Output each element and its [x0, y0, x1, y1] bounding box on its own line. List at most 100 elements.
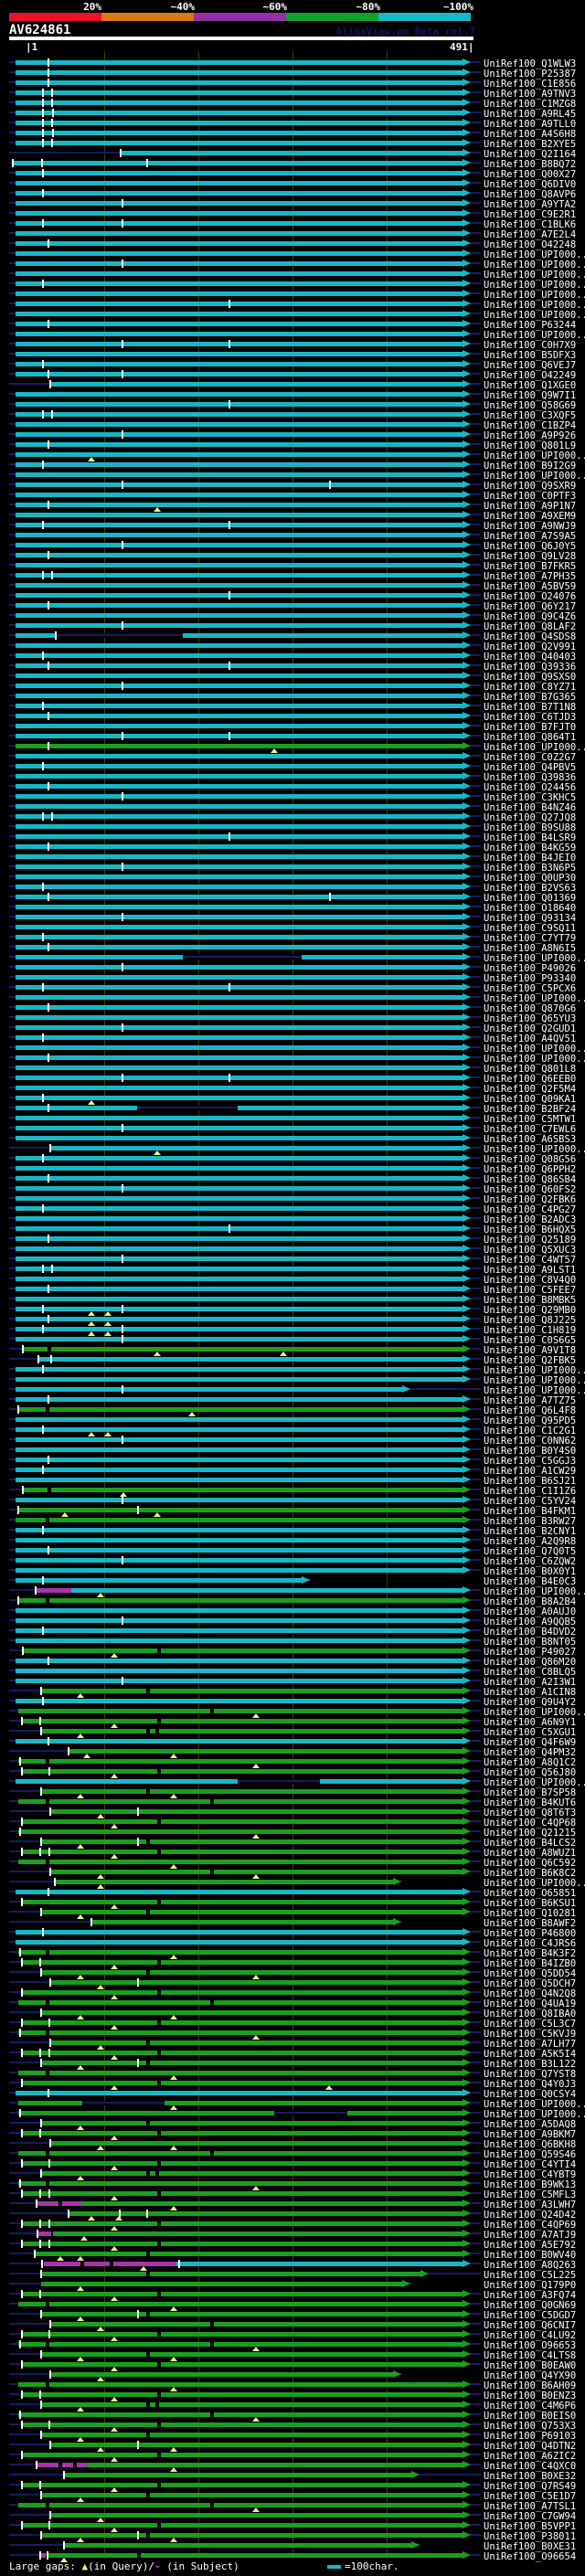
- alignment-bar[interactable]: [50, 2443, 463, 2447]
- alignment-bar[interactable]: [41, 2493, 463, 2497]
- row-label[interactable]: UniRef100_B4LCS2: [484, 1838, 577, 1849]
- alignment-bar[interactable]: [16, 171, 463, 175]
- row-label[interactable]: UniRef100_B4E0C3: [484, 1576, 577, 1587]
- alignment-bar[interactable]: [16, 925, 463, 929]
- alignment-bar[interactable]: [16, 603, 463, 608]
- alignment-bar[interactable]: [37, 1588, 463, 1593]
- alignment-bar[interactable]: [41, 2282, 402, 2286]
- alignment-bar[interactable]: [16, 191, 463, 196]
- alignment-bar[interactable]: [16, 854, 463, 859]
- alignment-bar[interactable]: [16, 1327, 463, 1331]
- alignment-bar[interactable]: [16, 101, 463, 105]
- row-label[interactable]: UniRef100_A2I3W1: [484, 1677, 577, 1688]
- alignment-bar[interactable]: [16, 342, 463, 346]
- alignment-bar[interactable]: [16, 1578, 302, 1583]
- alignment-bar[interactable]: [16, 432, 463, 437]
- row-label[interactable]: UniRef100_A7TSL1: [484, 2501, 577, 2512]
- row-label[interactable]: UniRef100_A6ZIC2: [484, 2451, 577, 2462]
- row-label[interactable]: UniRef100_C7YT79: [484, 933, 577, 944]
- row-label[interactable]: UniRef100_C4QP69: [484, 2220, 577, 2231]
- row-label[interactable]: UniRef100_B2VS63: [484, 883, 577, 894]
- alignment-bar[interactable]: [18, 1759, 463, 1764]
- alignment-bar[interactable]: [16, 131, 463, 135]
- row-label[interactable]: UniRef100_C0NN62: [484, 1436, 577, 1447]
- alignment-bar[interactable]: [16, 1025, 463, 1030]
- row-label[interactable]: UniRef100_A0AUJ0: [484, 1606, 577, 1617]
- alignment-bar[interactable]: [16, 1086, 463, 1090]
- alignment-bar[interactable]: [18, 2181, 463, 2186]
- alignment-bar[interactable]: [16, 1246, 463, 1251]
- alignment-bar[interactable]: [41, 2352, 463, 2357]
- alignment-bar[interactable]: [21, 2020, 463, 2025]
- row-label[interactable]: UniRef100_C5KVJ9: [484, 2029, 577, 2040]
- alignment-bar[interactable]: [16, 1628, 463, 1633]
- row-label[interactable]: UniRef100_UPI000..: [484, 290, 585, 301]
- row-label[interactable]: UniRef100_C5GGJ3: [484, 1456, 577, 1467]
- alignment-bar[interactable]: [21, 1719, 463, 1723]
- alignment-bar[interactable]: [16, 1297, 463, 1301]
- row-label[interactable]: UniRef100_Q5XUC3: [484, 1245, 577, 1256]
- alignment-bar[interactable]: [16, 281, 463, 286]
- row-label[interactable]: UniRef100_C9E2R1: [484, 209, 577, 220]
- alignment-bar[interactable]: [16, 995, 463, 1000]
- alignment-bar[interactable]: [16, 794, 463, 799]
- alignment-bar[interactable]: [16, 141, 463, 145]
- row-label[interactable]: UniRef100_Q6DIV0: [484, 179, 577, 190]
- row-label[interactable]: UniRef100_A8WUZ1: [484, 1848, 577, 1859]
- row-label[interactable]: UniRef100_P46800: [484, 1928, 577, 1939]
- alignment-bar[interactable]: [16, 1478, 463, 1482]
- row-label[interactable]: UniRef100_C4JRS6: [484, 1938, 577, 1949]
- alignment-bar[interactable]: [16, 362, 463, 366]
- row-label[interactable]: UniRef100_Q4F6W9: [484, 1737, 577, 1748]
- alignment-bar[interactable]: [21, 1960, 463, 1965]
- row-label[interactable]: UniRef100_C4QXC0: [484, 2461, 577, 2472]
- row-label[interactable]: UniRef100_Q870G6: [484, 1003, 577, 1014]
- alignment-bar[interactable]: [16, 834, 463, 839]
- alignment-bar[interactable]: [16, 1116, 463, 1120]
- row-label[interactable]: UniRef100_C6TJD3: [484, 712, 577, 723]
- row-label[interactable]: UniRef100_A6N9Y1: [484, 1717, 577, 1728]
- alignment-bar[interactable]: [16, 1196, 463, 1201]
- alignment-bar[interactable]: [16, 623, 463, 628]
- alignment-bar[interactable]: [16, 774, 463, 779]
- alignment-bar[interactable]: [16, 1216, 463, 1221]
- row-label[interactable]: UniRef100_A4S6H8: [484, 129, 577, 140]
- row-label[interactable]: UniRef100_Q6VEJ7: [484, 360, 577, 371]
- alignment-bar[interactable]: [16, 1669, 463, 1673]
- alignment-bar[interactable]: [41, 2312, 463, 2316]
- row-label[interactable]: UniRef100_UPI000..: [484, 310, 585, 321]
- alignment-bar[interactable]: [16, 1930, 463, 1935]
- row-label[interactable]: UniRef100_UPI000..: [484, 1777, 585, 1788]
- alignment-bar[interactable]: [16, 111, 463, 115]
- row-label[interactable]: UniRef100_UPI000..: [484, 280, 585, 291]
- row-label[interactable]: UniRef100_A7TZ75: [484, 1395, 577, 1406]
- row-label[interactable]: UniRef100_UPI000..: [484, 1054, 585, 1065]
- alignment-bar[interactable]: [16, 1699, 463, 1703]
- row-label[interactable]: UniRef100_Q0GN69: [484, 2300, 577, 2311]
- row-label[interactable]: UniRef100_Q801L8: [484, 1064, 577, 1075]
- alignment-bar[interactable]: [50, 1870, 463, 1874]
- alignment-bar[interactable]: [64, 2473, 411, 2477]
- row-label[interactable]: UniRef100_B6HQX5: [484, 1224, 577, 1235]
- alignment-bar[interactable]: [16, 241, 463, 246]
- row-label[interactable]: UniRef100_Q40403: [484, 652, 577, 663]
- alignment-bar[interactable]: [16, 472, 463, 477]
- alignment-bar[interactable]: [50, 1980, 463, 1985]
- alignment-bar[interactable]: [18, 2000, 463, 2005]
- alignment-bar[interactable]: [16, 724, 463, 728]
- row-label[interactable]: UniRef100_B4NZ46: [484, 802, 577, 813]
- alignment-bar[interactable]: [41, 2272, 420, 2276]
- row-label[interactable]: UniRef100_A3FQ74: [484, 2290, 577, 2301]
- row-label[interactable]: UniRef100_Q5DCH7: [484, 1978, 577, 1989]
- row-label[interactable]: UniRef100_B0Y4S0: [484, 1446, 577, 1457]
- alignment-bar[interactable]: [21, 1990, 463, 1995]
- alignment-bar[interactable]: [16, 1518, 463, 1522]
- row-label[interactable]: UniRef100_A9TLL0: [484, 119, 577, 130]
- row-label[interactable]: UniRef100_Q801L9: [484, 440, 577, 451]
- alignment-bar[interactable]: [44, 2262, 463, 2266]
- alignment-bar[interactable]: [16, 905, 463, 909]
- alignment-bar[interactable]: [16, 824, 463, 829]
- alignment-bar[interactable]: [18, 2503, 463, 2507]
- row-label[interactable]: UniRef100_Q4DTN2: [484, 2441, 577, 2452]
- alignment-bar[interactable]: [18, 1950, 463, 1955]
